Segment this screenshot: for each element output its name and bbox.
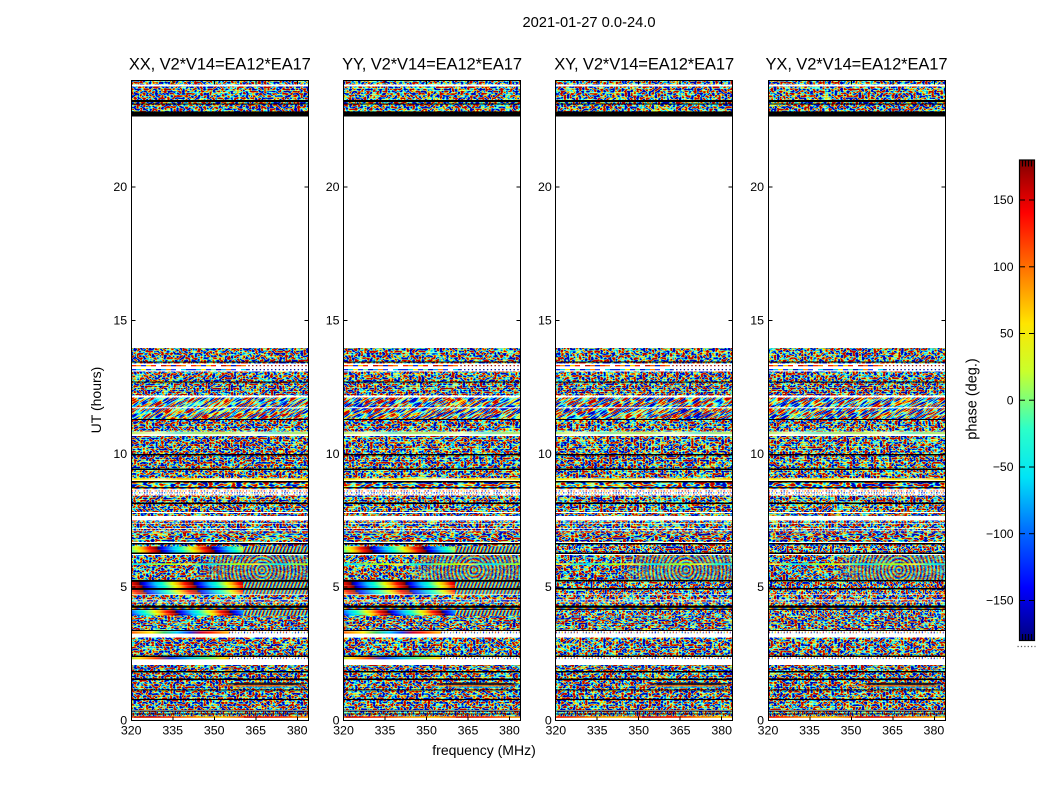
svg-text:0: 0 [333, 714, 340, 728]
svg-text:380: 380 [287, 723, 308, 737]
svg-text:YX, V2*V14=EA12*EA17: YX, V2*V14=EA12*EA17 [766, 56, 948, 74]
svg-text:350: 350 [628, 723, 649, 737]
svg-text:10: 10 [326, 447, 340, 461]
svg-text:2021-01-27 0.0-24.0: 2021-01-27 0.0-24.0 [522, 15, 655, 31]
svg-text:0: 0 [757, 714, 764, 728]
svg-text:50: 50 [1000, 327, 1014, 341]
svg-text:350: 350 [416, 723, 437, 737]
svg-text:0: 0 [545, 714, 552, 728]
svg-text:335: 335 [799, 723, 820, 737]
svg-text:350: 350 [841, 723, 862, 737]
svg-text:365: 365 [882, 723, 903, 737]
svg-text:15: 15 [538, 314, 552, 328]
svg-text:5: 5 [120, 580, 127, 594]
svg-text:YY, V2*V14=EA12*EA17: YY, V2*V14=EA12*EA17 [342, 56, 522, 74]
svg-text:365: 365 [670, 723, 691, 737]
svg-text:15: 15 [113, 314, 127, 328]
svg-text:350: 350 [204, 723, 225, 737]
svg-text:320: 320 [758, 723, 779, 737]
svg-text:335: 335 [587, 723, 608, 737]
svg-text:UT (hours): UT (hours) [88, 367, 104, 434]
svg-text:320: 320 [545, 723, 566, 737]
svg-text:frequency (MHz): frequency (MHz) [432, 742, 535, 758]
svg-text:320: 320 [333, 723, 354, 737]
svg-text:15: 15 [326, 314, 340, 328]
svg-text:−100: −100 [986, 527, 1014, 541]
svg-text:0: 0 [120, 714, 127, 728]
svg-text:320: 320 [121, 723, 142, 737]
svg-text:20: 20 [113, 180, 127, 194]
svg-text:150: 150 [993, 193, 1014, 207]
svg-text:335: 335 [162, 723, 183, 737]
svg-text:5: 5 [545, 580, 552, 594]
svg-text:−150: −150 [986, 594, 1014, 608]
svg-text:335: 335 [375, 723, 396, 737]
svg-text:365: 365 [245, 723, 266, 737]
svg-text:365: 365 [458, 723, 479, 737]
svg-text:100: 100 [993, 260, 1014, 274]
svg-text:380: 380 [499, 723, 520, 737]
svg-text:15: 15 [750, 314, 764, 328]
svg-text:XX, V2*V14=EA12*EA17: XX, V2*V14=EA12*EA17 [129, 56, 311, 74]
svg-text:380: 380 [711, 723, 732, 737]
svg-text:5: 5 [757, 580, 764, 594]
svg-text:380: 380 [924, 723, 945, 737]
svg-text:5: 5 [333, 580, 340, 594]
svg-text:0: 0 [1007, 393, 1014, 407]
svg-text:−50: −50 [993, 460, 1014, 474]
svg-text:20: 20 [326, 180, 340, 194]
svg-text:20: 20 [538, 180, 552, 194]
svg-text:phase (deg.): phase (deg.) [965, 358, 981, 439]
svg-text:10: 10 [538, 447, 552, 461]
svg-text:10: 10 [750, 447, 764, 461]
svg-text:XY, V2*V14=EA12*EA17: XY, V2*V14=EA12*EA17 [554, 56, 734, 74]
svg-text:20: 20 [750, 180, 764, 194]
svg-text:10: 10 [113, 447, 127, 461]
